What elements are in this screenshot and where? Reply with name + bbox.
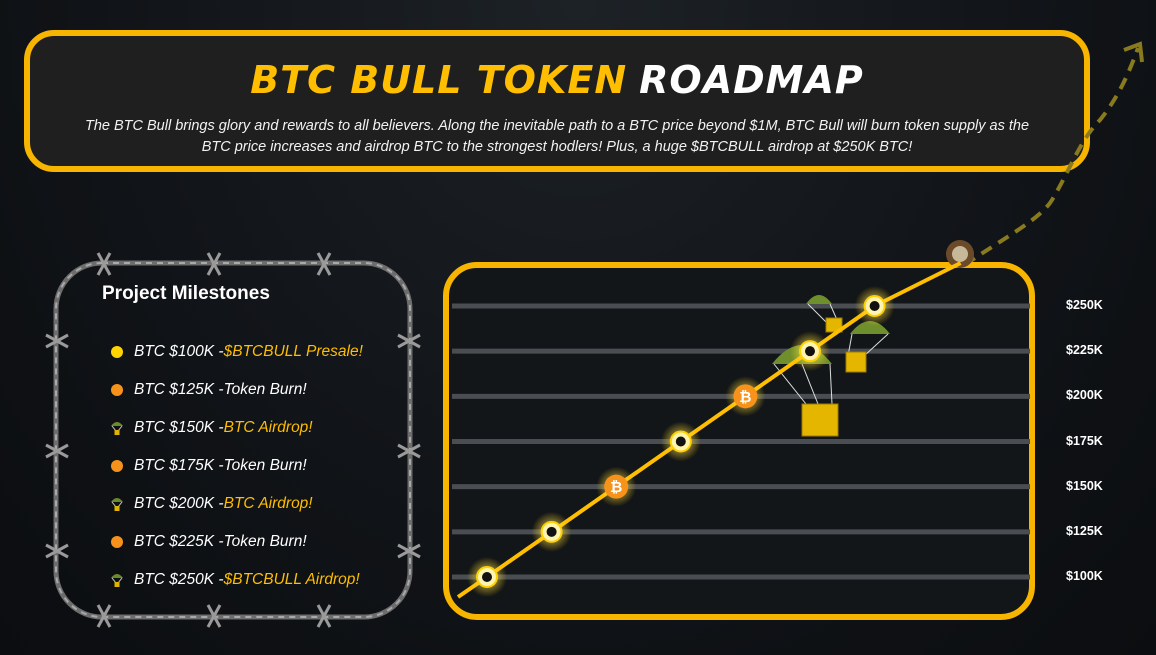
- dashed-arrow-icon: [963, 41, 1144, 267]
- y-tick-label: $125K: [1066, 523, 1103, 538]
- y-tick-label: $225K: [1066, 343, 1103, 358]
- milestone-item: BTC $150K - BTC Airdrop!: [108, 409, 363, 447]
- parachute-icon: [108, 495, 126, 513]
- parachute-icon: [108, 571, 126, 589]
- roadmap-chart-frame: [443, 262, 1035, 620]
- y-tick-label: $100K: [1066, 569, 1103, 583]
- page-title: BTC BULL TOKEN ROADMAP: [30, 58, 1084, 102]
- y-tick-label: $175K: [1066, 433, 1103, 448]
- orange-dot-icon: [108, 457, 126, 475]
- title-brand: BTC BULL TOKEN: [250, 58, 628, 102]
- y-tick-label: $200K: [1066, 388, 1103, 403]
- parachute-icon: [108, 419, 126, 437]
- title-roadmap: ROADMAP: [639, 58, 864, 102]
- milestone-item: BTC $100K - $BTCBULL Presale!: [108, 333, 363, 371]
- barbed-wire-frame: [45, 252, 421, 628]
- milestone-item: BTC $125K - Token Burn!: [108, 371, 363, 409]
- milestone-item: BTC $175K - Token Burn!: [108, 447, 363, 485]
- roadmap-header: BTC BULL TOKEN ROADMAP The BTC Bull bring…: [24, 30, 1090, 172]
- y-tick-label: $250K: [1066, 298, 1103, 312]
- milestones-title: Project Milestones: [102, 283, 270, 304]
- milestone-item: BTC $225K - Token Burn!: [108, 523, 363, 561]
- orange-dot-icon: [108, 533, 126, 551]
- orange-dot-icon: [108, 381, 126, 399]
- roadmap-description: The BTC Bull brings glory and rewards to…: [84, 118, 1030, 155]
- milestones-list: BTC $100K - $BTCBULL Presale! BTC $125K …: [108, 333, 363, 599]
- milestone-item: BTC $200K - BTC Airdrop!: [108, 485, 363, 523]
- y-tick-label: $150K: [1066, 478, 1103, 493]
- yellow-dot-icon: [108, 343, 126, 361]
- milestone-item: BTC $250K - $BTCBULL Airdrop!: [108, 561, 363, 599]
